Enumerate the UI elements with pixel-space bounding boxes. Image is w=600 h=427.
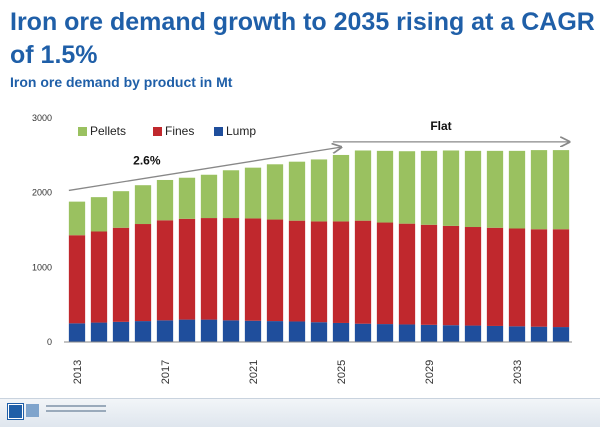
bar-fines-2017 xyxy=(156,220,174,321)
bar-fines-2031 xyxy=(464,227,482,326)
secondary-logo-icon xyxy=(26,404,39,417)
annotation-label-growth: 2.6% xyxy=(133,153,161,167)
bar-fines-2028 xyxy=(398,223,416,325)
bar-lump-2015 xyxy=(112,321,130,342)
annotation-label-flat: Flat xyxy=(430,119,451,133)
y-tick-label: 3000 xyxy=(32,113,52,123)
stacked-bar-chart: 0 1000 2000 3000 2013 2017 2021 2025 2029 2033 Pel… xyxy=(32,113,572,384)
bar-fines-2032 xyxy=(486,227,504,326)
bar-fines-2013 xyxy=(68,235,86,324)
bar-pellets-2017 xyxy=(156,179,174,221)
bar-fines-2034 xyxy=(530,229,548,327)
bar-pellets-2013 xyxy=(68,201,86,236)
bar-fines-2027 xyxy=(376,222,394,325)
bar-fines-2022 xyxy=(266,219,284,322)
bar-pellets-2016 xyxy=(134,185,152,225)
bar-fines-2020 xyxy=(222,218,240,321)
legend-swatch-pellets xyxy=(78,127,87,136)
bar-lump-2024 xyxy=(310,322,328,342)
bar-fines-2033 xyxy=(508,228,526,327)
bar-fines-2023 xyxy=(288,220,306,322)
bar-fines-2035 xyxy=(552,229,570,328)
bar-lump-2026 xyxy=(354,323,372,342)
legend-label-pellets: Pellets xyxy=(90,124,126,138)
bar-pellets-2029 xyxy=(420,150,438,225)
bar-lump-2022 xyxy=(266,321,284,342)
bar-pellets-2015 xyxy=(112,191,130,228)
annotation-arrow-growth xyxy=(68,147,341,192)
bar-fines-2029 xyxy=(420,224,438,325)
bar-pellets-2014 xyxy=(90,197,108,232)
bar-lump-2018 xyxy=(178,319,196,342)
bar-pellets-2033 xyxy=(508,150,526,229)
bar-pellets-2028 xyxy=(398,151,416,224)
bar-pellets-2032 xyxy=(486,150,504,228)
company-logo-icon xyxy=(7,403,24,420)
bar-lump-2034 xyxy=(530,326,548,342)
legend-swatch-lump xyxy=(214,127,223,136)
bar-lump-2023 xyxy=(288,321,306,342)
bar-pellets-2024 xyxy=(310,159,328,222)
y-tick-label: 0 xyxy=(47,337,52,347)
bar-fines-2016 xyxy=(134,224,152,322)
x-tick-label: 2025 xyxy=(336,360,348,384)
bar-pellets-2022 xyxy=(266,164,284,220)
footer-bar xyxy=(0,398,600,427)
legend-label-lump: Lump xyxy=(226,124,256,138)
bar-fines-2030 xyxy=(442,225,460,326)
bar-lump-2025 xyxy=(332,322,350,342)
bar-lump-2019 xyxy=(200,319,218,342)
legend-swatch-fines xyxy=(153,127,162,136)
page-title: Iron ore demand growth to 2035 rising at… xyxy=(10,8,595,69)
x-tick-label: 2021 xyxy=(248,360,260,384)
legend-label-fines: Fines xyxy=(165,124,194,138)
bar-lump-2027 xyxy=(376,324,394,342)
bar-fines-2015 xyxy=(112,227,130,322)
x-tick-label: 2017 xyxy=(160,360,172,384)
bar-lump-2035 xyxy=(552,327,570,342)
bar-pellets-2031 xyxy=(464,150,482,228)
footer-logo-text-icon xyxy=(46,405,106,412)
chart-subtitle: Iron ore demand by product in Mt xyxy=(10,74,233,90)
bar-pellets-2026 xyxy=(354,150,372,221)
bar-pellets-2018 xyxy=(178,177,196,219)
bar-fines-2025 xyxy=(332,221,350,323)
bar-pellets-2034 xyxy=(530,150,548,230)
bar-lump-2032 xyxy=(486,325,504,342)
bar-pellets-2035 xyxy=(552,150,570,230)
bar-fines-2021 xyxy=(244,218,262,321)
bar-pellets-2025 xyxy=(332,154,350,222)
bar-pellets-2020 xyxy=(222,170,240,219)
bar-fines-2026 xyxy=(354,220,372,324)
y-tick-label: 1000 xyxy=(32,262,52,272)
bar-pellets-2030 xyxy=(442,150,460,226)
bar-lump-2029 xyxy=(420,324,438,342)
bar-lump-2021 xyxy=(244,320,262,342)
bar-pellets-2019 xyxy=(200,174,218,219)
x-tick-label: 2013 xyxy=(72,360,84,384)
x-tick-label: 2029 xyxy=(424,360,436,384)
bar-fines-2014 xyxy=(90,231,108,323)
bar-lump-2017 xyxy=(156,320,174,342)
x-tick-label: 2033 xyxy=(512,360,524,384)
bar-lump-2033 xyxy=(508,326,526,342)
bar-lump-2028 xyxy=(398,324,416,342)
bar-pellets-2027 xyxy=(376,150,394,223)
bar-lump-2030 xyxy=(442,325,460,342)
bar-fines-2024 xyxy=(310,221,328,323)
bar-fines-2019 xyxy=(200,218,218,320)
bar-lump-2013 xyxy=(68,323,86,342)
bar-lump-2020 xyxy=(222,320,240,342)
bar-lump-2016 xyxy=(134,321,152,342)
bar-pellets-2023 xyxy=(288,161,306,221)
y-tick-label: 2000 xyxy=(32,188,52,198)
bar-lump-2014 xyxy=(90,322,108,342)
bar-fines-2018 xyxy=(178,218,196,320)
bar-lump-2031 xyxy=(464,325,482,342)
bar-pellets-2021 xyxy=(244,167,262,219)
